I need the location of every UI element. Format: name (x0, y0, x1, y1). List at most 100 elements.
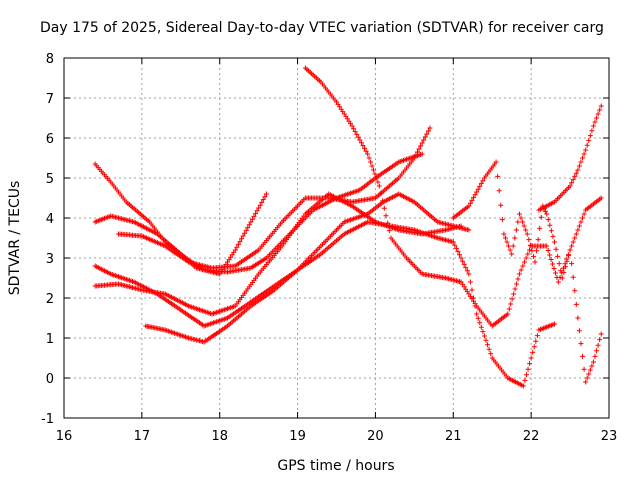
y-tick-label: 5 (46, 172, 54, 187)
data-point (507, 247, 513, 253)
data-point (349, 123, 355, 129)
data-point (586, 137, 592, 143)
data-point (510, 243, 516, 249)
data-point (464, 268, 470, 274)
series-s4 (92, 191, 464, 317)
data-point (566, 253, 572, 259)
data-point (378, 190, 384, 196)
data-point (550, 261, 556, 267)
data-point (243, 227, 249, 233)
series-s9 (536, 103, 604, 213)
data-point (362, 145, 368, 151)
data-point (424, 131, 430, 137)
grid-lines (64, 58, 609, 418)
data-point (232, 247, 238, 253)
data-point (509, 296, 515, 302)
chart-title: Day 175 of 2025, Sidereal Day-to-day VTE… (40, 20, 604, 36)
data-point (570, 239, 576, 245)
data-point (496, 188, 502, 194)
data-point (545, 248, 551, 253)
data-point (467, 279, 473, 285)
data-point (594, 115, 600, 121)
data-point (569, 261, 575, 267)
data-point (545, 217, 551, 223)
data-point (245, 225, 251, 231)
data-point (558, 268, 564, 274)
data-point (570, 177, 576, 183)
data-point (595, 342, 601, 348)
data-point (477, 183, 483, 189)
data-point (553, 246, 559, 252)
x-tick-label: 17 (134, 429, 151, 444)
data-point (581, 211, 587, 217)
data-point (513, 227, 519, 233)
data-point (587, 367, 593, 373)
data-point (572, 235, 578, 241)
data-point (262, 194, 268, 200)
data-point (477, 320, 483, 326)
data-point (472, 192, 478, 198)
data-point (544, 211, 550, 217)
data-point (375, 179, 381, 185)
data-point (421, 137, 427, 143)
data-point (518, 267, 524, 273)
data-point (511, 291, 517, 297)
data-point (589, 363, 595, 369)
data-point (597, 107, 603, 113)
data-point (569, 243, 575, 249)
data-point (469, 287, 475, 293)
data-point (373, 175, 379, 181)
data-point (416, 146, 422, 152)
y-tick-label: 0 (46, 372, 54, 387)
data-point (573, 301, 579, 307)
data-point (515, 276, 521, 282)
data-point (531, 344, 537, 350)
data-points (92, 65, 604, 389)
data-point (587, 133, 593, 139)
data-point (450, 239, 456, 245)
data-point (580, 215, 586, 221)
data-point (583, 379, 589, 385)
data-point (463, 265, 469, 271)
data-point (522, 377, 528, 383)
data-point (452, 242, 458, 248)
data-point (237, 239, 243, 245)
data-point (369, 163, 375, 169)
data-point (509, 251, 515, 257)
data-point (414, 149, 420, 155)
data-point (455, 249, 461, 255)
data-point (598, 195, 604, 201)
data-point (365, 151, 371, 157)
y-tick-label: 7 (46, 92, 54, 107)
data-point (419, 140, 425, 146)
data-point (598, 331, 604, 337)
data-point (380, 198, 386, 204)
data-point (376, 183, 382, 189)
data-point (581, 366, 587, 372)
data-point (411, 155, 417, 161)
data-point (480, 178, 486, 184)
data-point (584, 142, 590, 148)
data-point (508, 301, 514, 307)
data-point (480, 329, 486, 335)
data-point (413, 152, 419, 158)
data-point (583, 147, 589, 153)
data-point (590, 359, 596, 365)
y-tick-label: 3 (46, 252, 54, 267)
data-point (354, 131, 360, 137)
data-point (257, 202, 263, 208)
data-point (474, 189, 480, 195)
data-point (590, 123, 596, 129)
data-point (580, 353, 586, 359)
data-point (555, 279, 561, 285)
data-point (530, 349, 536, 355)
data-point (246, 222, 252, 228)
data-point (242, 230, 248, 236)
data-point (466, 271, 472, 277)
data-point (358, 140, 364, 146)
data-point (351, 126, 357, 132)
data-point (512, 235, 518, 241)
data-point (481, 333, 487, 339)
data-point (520, 383, 526, 389)
data-point (530, 253, 536, 259)
